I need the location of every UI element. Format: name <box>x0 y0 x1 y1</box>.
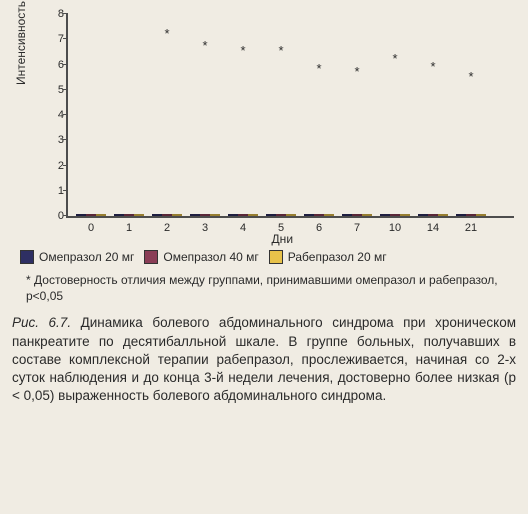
bar <box>428 214 438 216</box>
bar-group <box>114 214 144 216</box>
x-tick: 10 <box>389 222 401 234</box>
significance-marker: * <box>354 64 359 79</box>
bar <box>96 214 106 216</box>
significance-marker: * <box>164 26 169 41</box>
footnote: * Достоверность отличия между группами, … <box>26 272 510 304</box>
y-tick: 4 <box>46 109 64 121</box>
legend-swatch <box>269 250 283 264</box>
significance-marker: * <box>202 38 207 53</box>
bar <box>390 214 400 216</box>
y-tick: 2 <box>46 160 64 172</box>
significance-marker: * <box>316 61 321 76</box>
legend: Омепразол 20 мг Омепразол 40 мг Рабепразол… <box>20 250 518 264</box>
y-axis-label: Интенсивность боли, баллы <box>14 0 28 85</box>
x-tick: 2 <box>164 222 170 234</box>
x-tick: 6 <box>316 222 322 234</box>
bar <box>342 214 352 216</box>
bar-group <box>190 214 220 216</box>
figure-caption: Рис. 6.7. Динамика болевого абдоминально… <box>12 314 516 405</box>
bar <box>76 214 86 216</box>
significance-marker: * <box>278 43 283 58</box>
bar <box>380 214 390 216</box>
caption-label: Рис. 6.7. <box>12 315 71 330</box>
x-tick: 14 <box>427 222 439 234</box>
bar <box>400 214 410 216</box>
bar <box>238 214 248 216</box>
y-tick: 6 <box>46 59 64 71</box>
bar <box>114 214 124 216</box>
bar-group <box>304 214 334 216</box>
bar-group <box>342 214 372 216</box>
bar-chart: Интенсивность боли, баллы 012345678012*3… <box>38 6 518 244</box>
bar <box>362 214 372 216</box>
legend-item: Рабепразол 20 мг <box>269 250 387 264</box>
bar <box>276 214 286 216</box>
x-tick: 21 <box>465 222 477 234</box>
bar <box>162 214 172 216</box>
x-tick: 7 <box>354 222 360 234</box>
bar <box>466 214 476 216</box>
bar-group <box>418 214 448 216</box>
legend-swatch <box>20 250 34 264</box>
bar <box>248 214 258 216</box>
bar <box>124 214 134 216</box>
x-tick: 1 <box>126 222 132 234</box>
bar <box>152 214 162 216</box>
bar-group <box>266 214 296 216</box>
y-tick: 0 <box>46 210 64 222</box>
bar <box>210 214 220 216</box>
legend-item: Омепразол 40 мг <box>144 250 258 264</box>
bar <box>476 214 486 216</box>
bar <box>324 214 334 216</box>
x-tick: 4 <box>240 222 246 234</box>
bar <box>266 214 276 216</box>
bar-group <box>456 214 486 216</box>
bar <box>134 214 144 216</box>
significance-marker: * <box>430 59 435 74</box>
plot-region: 012345678012*3*4*5*6*7*10*14*21* <box>66 14 514 218</box>
bar-group <box>152 214 182 216</box>
bar <box>200 214 210 216</box>
x-tick: 0 <box>88 222 94 234</box>
bar <box>172 214 182 216</box>
significance-marker: * <box>240 43 245 58</box>
bar-group <box>76 214 106 216</box>
y-tick: 3 <box>46 134 64 146</box>
y-tick: 1 <box>46 185 64 197</box>
caption-text: Динамика болевого абдоминального синдром… <box>12 315 516 403</box>
bar <box>438 214 448 216</box>
bar <box>352 214 362 216</box>
legend-label: Омепразол 20 мг <box>39 250 134 264</box>
y-tick: 5 <box>46 84 64 96</box>
bar <box>418 214 428 216</box>
bar <box>456 214 466 216</box>
significance-marker: * <box>392 51 397 66</box>
legend-label: Рабепразол 20 мг <box>288 250 387 264</box>
y-tick: 8 <box>46 8 64 20</box>
bar-group <box>380 214 410 216</box>
x-tick: 3 <box>202 222 208 234</box>
legend-label: Омепразол 40 мг <box>163 250 258 264</box>
bar <box>286 214 296 216</box>
bar <box>190 214 200 216</box>
x-axis-label: Дни <box>272 232 293 246</box>
bar <box>304 214 314 216</box>
bar <box>314 214 324 216</box>
bar <box>86 214 96 216</box>
significance-marker: * <box>468 69 473 84</box>
bar <box>228 214 238 216</box>
y-tick: 7 <box>46 33 64 45</box>
legend-item: Омепразол 20 мг <box>20 250 134 264</box>
bar-group <box>228 214 258 216</box>
legend-swatch <box>144 250 158 264</box>
